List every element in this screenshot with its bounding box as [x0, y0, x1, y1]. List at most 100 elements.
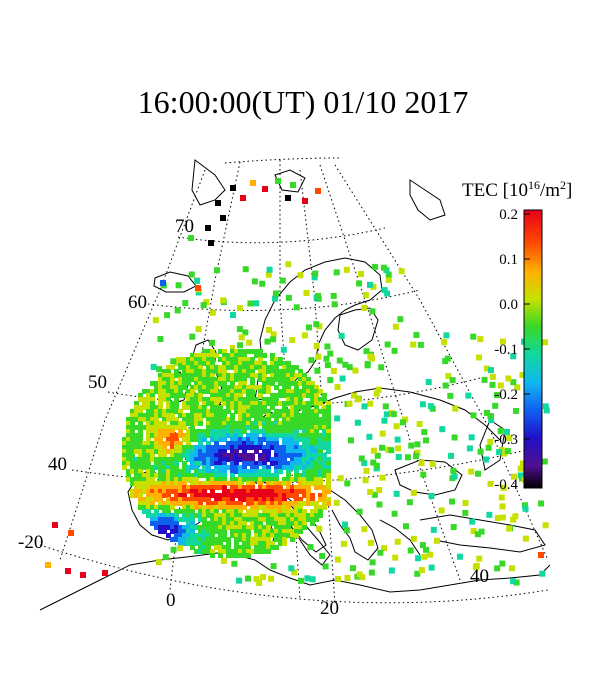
tec-pixel	[506, 435, 513, 442]
tec-pixel	[226, 397, 231, 402]
tec-pixel	[242, 445, 247, 450]
tec-pixel	[202, 361, 207, 366]
tec-pixel	[258, 389, 263, 394]
tec-pixel	[362, 477, 369, 484]
tec-pixel	[226, 525, 231, 530]
tec-pixel	[258, 373, 263, 378]
tec-pixel	[402, 523, 409, 530]
tec-pixel	[250, 485, 255, 490]
tec-pixel	[142, 401, 147, 406]
tec-pixel	[262, 473, 267, 478]
tec-pixel	[286, 477, 291, 482]
tec-pixel	[311, 274, 318, 281]
tec-pixel	[150, 513, 155, 518]
tec-pixel	[194, 505, 199, 510]
tec-pixel	[194, 361, 199, 366]
tec-pixel	[322, 421, 327, 426]
tec-pixel	[146, 513, 151, 518]
tec-pixel	[146, 489, 151, 494]
tec-pixel	[314, 481, 319, 486]
tec-pixel	[194, 489, 199, 494]
tec-pixel	[246, 541, 251, 546]
tec-pixel	[286, 409, 291, 414]
tec-pixel	[190, 477, 195, 482]
tec-pixel	[230, 469, 235, 474]
tec-pixel	[210, 481, 215, 486]
tec-pixel	[541, 458, 548, 465]
tec-pixel	[194, 405, 199, 410]
tec-pixel	[210, 509, 215, 514]
tec-pixel	[326, 477, 331, 482]
tec-pixel	[278, 525, 283, 530]
tec-pixel	[242, 401, 247, 406]
tec-pixel	[315, 188, 321, 194]
tec-pixel	[230, 473, 235, 478]
tec-pixel	[174, 381, 179, 386]
tec-pixel	[305, 324, 312, 331]
tec-pixel	[298, 481, 303, 486]
tec-pixel	[449, 498, 456, 505]
tec-pixel	[226, 457, 231, 462]
tec-pixel	[222, 357, 227, 362]
tec-pixel	[190, 497, 195, 502]
tec-pixel	[250, 537, 255, 542]
tec-pixel	[186, 433, 191, 438]
tec-pixel	[186, 505, 191, 510]
tec-pixel	[146, 421, 151, 426]
tec-pixel	[262, 509, 267, 514]
tec-pixel	[310, 457, 315, 462]
tec-pixel	[210, 389, 215, 394]
tec-pixel	[166, 457, 171, 462]
tec-pixel	[154, 461, 159, 466]
tec-pixel	[218, 537, 223, 542]
tec-pixel	[210, 433, 215, 438]
tec-pixel	[483, 409, 490, 416]
tec-pixel	[198, 505, 203, 510]
tec-pixel	[258, 513, 263, 518]
tec-pixel	[310, 421, 315, 426]
tec-pixel	[318, 481, 323, 486]
tec-pixel	[314, 469, 319, 474]
tec-pixel	[282, 433, 287, 438]
tec-pixel	[278, 481, 283, 486]
tec-pixel	[319, 552, 326, 559]
tec-pixel	[294, 413, 299, 418]
tec-pixel	[210, 357, 215, 362]
tec-pixel	[483, 365, 490, 372]
tec-pixel	[294, 433, 299, 438]
tec-pixel	[130, 421, 135, 426]
tec-pixel	[206, 441, 211, 446]
tec-pixel	[222, 377, 227, 382]
tec-pixel	[310, 501, 315, 506]
tec-pixel	[322, 505, 327, 510]
tec-pixel	[154, 473, 159, 478]
tec-pixel	[242, 505, 247, 510]
tec-pixel	[262, 425, 267, 430]
tec-pixel	[230, 353, 235, 358]
tec-pixel	[230, 441, 235, 446]
tec-pixel	[126, 477, 131, 482]
tec-pixel	[166, 405, 171, 410]
tec-pixel	[230, 393, 235, 398]
tec-pixel	[310, 509, 315, 514]
tec-pixel	[158, 473, 163, 478]
tec-pixel	[238, 385, 243, 390]
tec-pixel	[174, 409, 179, 414]
tec-pixel	[218, 397, 223, 402]
tec-pixel	[166, 441, 171, 446]
tec-pixel	[194, 485, 199, 490]
tec-pixel	[238, 477, 243, 482]
tec-pixel	[310, 477, 315, 482]
tec-pixel	[306, 477, 311, 482]
tec-pixel	[383, 411, 390, 418]
tec-pixel	[363, 348, 370, 355]
tec-pixel	[395, 453, 402, 460]
tec-pixel	[230, 405, 235, 410]
tec-pixel	[294, 497, 299, 502]
tec-pixel	[246, 441, 251, 446]
tec-pixel	[170, 449, 175, 454]
tec-pixel	[322, 457, 327, 462]
tec-pixel	[417, 341, 424, 348]
tec-pixel	[308, 357, 315, 364]
tec-pixel	[262, 497, 267, 502]
